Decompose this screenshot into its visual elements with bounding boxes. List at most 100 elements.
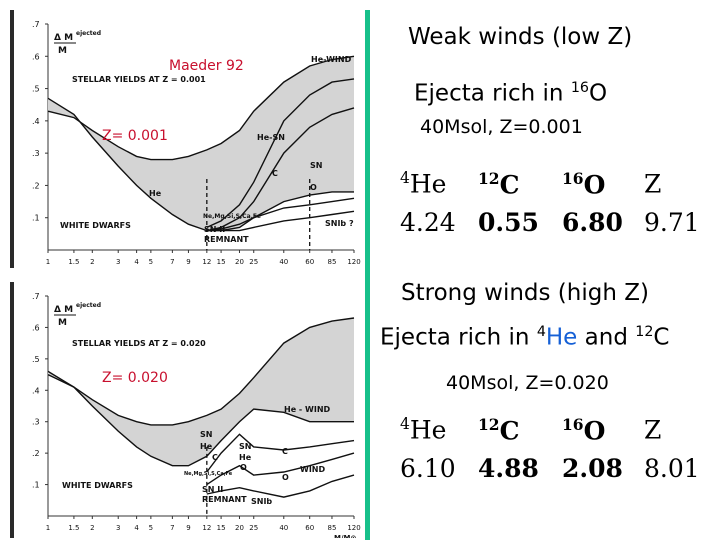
- chart-title: STELLAR YIELDS AT Z = 0.020: [72, 339, 206, 348]
- x-tick-label: 20: [235, 258, 244, 266]
- strong-abundance-table: 4He 12C 16O Z 6.10 4.88 2.08 8.01: [398, 410, 714, 488]
- weak-model: 40Msol, Z=0.001: [420, 116, 583, 138]
- x-tick-label: 7: [170, 258, 174, 266]
- series-line-2: [206, 433, 355, 473]
- weak-winds-title: Weak winds (low Z): [408, 24, 633, 50]
- chart-annotation: C: [282, 447, 288, 456]
- y-axis-label-denominator: M: [58, 318, 67, 328]
- x-tick-label: 120: [347, 524, 360, 532]
- strong-value-z: 8.01: [642, 448, 714, 488]
- x-tick-label: 20: [235, 524, 244, 532]
- y-tick-label: .5: [32, 85, 40, 94]
- y-tick-label: .4: [32, 386, 40, 395]
- strong-value-he: 6.10: [398, 448, 478, 488]
- strong-header-c: 12C: [476, 410, 562, 450]
- strong-subtitle-prefix: Ejecta rich in: [380, 324, 537, 351]
- chart-annotation: O: [310, 183, 317, 192]
- strong-model: 40Msol, Z=0.020: [446, 372, 609, 394]
- y-tick-label: .2: [32, 449, 40, 458]
- y-tick-label: .1: [32, 481, 40, 490]
- chart-annotation: He - WIND: [284, 405, 331, 414]
- y-tick-label: .3: [32, 149, 40, 158]
- series-line-0: [47, 317, 355, 426]
- x-tick-label: 12: [202, 524, 211, 532]
- chart-annotation: WIND: [300, 465, 325, 474]
- x-tick-label: 25: [249, 524, 258, 532]
- series-line-2: [206, 78, 355, 229]
- chart-annotation: SN: [310, 161, 322, 170]
- chart-annotation: Z= 0.001: [102, 128, 168, 144]
- x-tick-label: 15: [217, 524, 226, 532]
- shaded-band: [48, 318, 354, 466]
- series-line-3: [206, 452, 355, 486]
- weak-header-he: 4He: [398, 164, 478, 204]
- chart-annotation: SN: [239, 442, 251, 451]
- y-tick-label: .4: [32, 117, 40, 126]
- table-row: 4He 12C 16O Z: [398, 164, 714, 204]
- x-tick-label: 1.5: [68, 258, 79, 266]
- weak-value-he: 4.24: [398, 202, 478, 242]
- x-tick-label: 1.5: [68, 524, 79, 532]
- top-yields-plot: .1 .2 .3 .4 .5 .6 .7 1 1.5 2 3 4 5 7 9 12 15 20 25 40 60 85 12…: [10, 10, 364, 268]
- chart-annotation: He: [239, 453, 252, 462]
- strong-winds-subtitle: Ejecta rich in 4He and 12C: [380, 324, 669, 351]
- y-tick-label: .7: [32, 20, 40, 29]
- weak-header-o: 16O: [560, 164, 644, 204]
- panel-divider: [365, 10, 370, 540]
- y-axis-label-denominator: M: [58, 46, 67, 56]
- chart-annotation: Z= 0.020: [102, 370, 168, 386]
- top-yields-chart: .1 .2 .3 .4 .5 .6 .7 1 1.5 2 3 4 5 7 9 12 15 20 25 40 60 85 12…: [32, 20, 361, 266]
- chart-annotation: He-SN: [257, 133, 285, 142]
- weak-header-c: 12C: [476, 164, 562, 204]
- series-line-4: [206, 474, 355, 498]
- x-tick-label: 85: [327, 524, 336, 532]
- strong-value-c: 4.88: [476, 448, 562, 488]
- strong-header-z: Z: [642, 410, 714, 450]
- chart-annotation: He: [149, 189, 162, 198]
- chart-annotation: C: [212, 453, 218, 462]
- chart-annotation: REMNANT: [202, 495, 247, 504]
- weak-abundance-table: 4He 12C 16O Z 4.24 0.55 6.80 9.71: [398, 164, 714, 242]
- y-axis-label: Δ M: [54, 33, 73, 43]
- strong-header-o: 16O: [560, 410, 644, 450]
- chart-title: STELLAR YIELDS AT Z = 0.001: [72, 75, 206, 84]
- x-tick-label: 15: [217, 258, 226, 266]
- strong-subtitle-he: He: [545, 324, 578, 351]
- series-line-3: [206, 107, 355, 232]
- bottom-yields-chart: .1 .2 .3 .4 .5 .6 .7 1 1.5 2 3 4 5 7 9 12 15 20 25 40 60 85 12…: [32, 292, 361, 542]
- y-tick-label: .6: [32, 323, 40, 332]
- x-tick-label: 2: [90, 258, 94, 266]
- chart-annotation: He-WIND: [311, 55, 352, 64]
- x-tick-label: 9: [186, 258, 190, 266]
- x-tick-label: 9: [186, 524, 190, 532]
- x-tick-label: 40: [279, 524, 288, 532]
- y-tick-label: .5: [32, 355, 40, 364]
- x-axis-label: M/M⊙: [334, 534, 356, 538]
- table-row: 4He 12C 16O Z: [398, 410, 714, 450]
- y-tick-label: .3: [32, 418, 40, 427]
- y-axis-label-sup: ejected: [76, 30, 101, 37]
- x-tick-label: 1: [46, 524, 50, 532]
- x-tick-label: 3: [116, 524, 120, 532]
- weak-value-o: 6.80: [560, 202, 644, 242]
- y-axis-label-sup: ejected: [76, 302, 101, 309]
- strong-subtitle-and: and: [577, 324, 636, 351]
- weak-winds-subtitle: Ejecta rich in 16O: [414, 80, 607, 107]
- chart-annotation: Ne,Mg,Si,S,Ca,Fe: [184, 471, 233, 477]
- chart-annotation: SNIb ?: [325, 219, 354, 228]
- series-line-0: [47, 55, 355, 161]
- x-tick-label: 40: [279, 258, 288, 266]
- x-tick-label: 85: [327, 258, 336, 266]
- bottom-yields-plot: .1 .2 .3 .4 .5 .6 .7 1 1.5 2 3 4 5 7 9 12 15 20 25 40 60 85 12…: [10, 282, 364, 542]
- x-tick-label: 120: [347, 258, 360, 266]
- chart-annotation: REMNANT: [204, 235, 249, 244]
- strong-header-he: 4He: [398, 410, 478, 450]
- x-tick-label: 2: [90, 524, 94, 532]
- strong-subtitle-sup-c: 12: [635, 324, 654, 340]
- chart-annotation: SN: [200, 430, 212, 439]
- chart-annotation: Ne,Mg,Si,S,Ca,Fe: [203, 213, 261, 220]
- chart-annotation: O: [282, 473, 289, 482]
- shaded-band: [48, 56, 354, 231]
- y-tick-label: .1: [32, 214, 40, 223]
- y-axis-label: Δ M: [54, 305, 73, 315]
